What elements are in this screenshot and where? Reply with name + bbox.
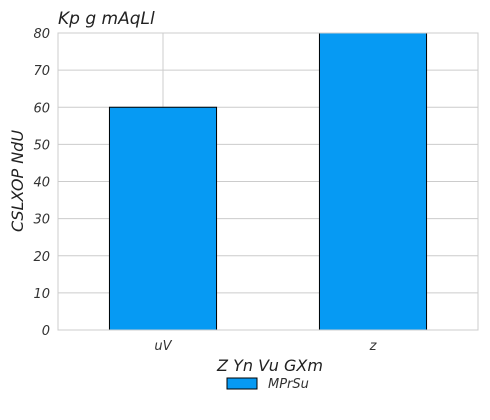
y-tick-label: 30: [33, 213, 50, 228]
y-tick-label: 0: [42, 324, 50, 339]
chart-title: Kp g mAqLl: [58, 9, 155, 29]
y-tick-label: 60: [33, 101, 50, 116]
bars: [108, 32, 428, 331]
x-axis-label: Z Yn Vu GXm: [216, 356, 323, 375]
y-tick-label: 40: [33, 176, 50, 191]
y-tick-labels: 0 10 20 30 40 50 60 70 80: [33, 27, 50, 339]
x-tick-labels: uV z: [154, 339, 377, 354]
x-tick-label: z: [369, 339, 378, 354]
bar: [318, 32, 428, 331]
legend-swatch: [226, 377, 258, 390]
y-tick-label: 50: [33, 138, 50, 153]
y-tick-label: 10: [33, 287, 50, 302]
bar: [108, 106, 218, 331]
y-tick-label: 80: [33, 27, 50, 42]
legend: MPrSu: [226, 377, 309, 392]
legend-label: MPrSu: [268, 377, 309, 392]
x-tick-label: uV: [154, 339, 172, 354]
y-axis-label: CSLXOP NdU: [8, 130, 27, 232]
y-tick-label: 20: [33, 250, 50, 265]
y-tick-label: 70: [33, 64, 50, 79]
plot-frame: [57, 32, 479, 331]
